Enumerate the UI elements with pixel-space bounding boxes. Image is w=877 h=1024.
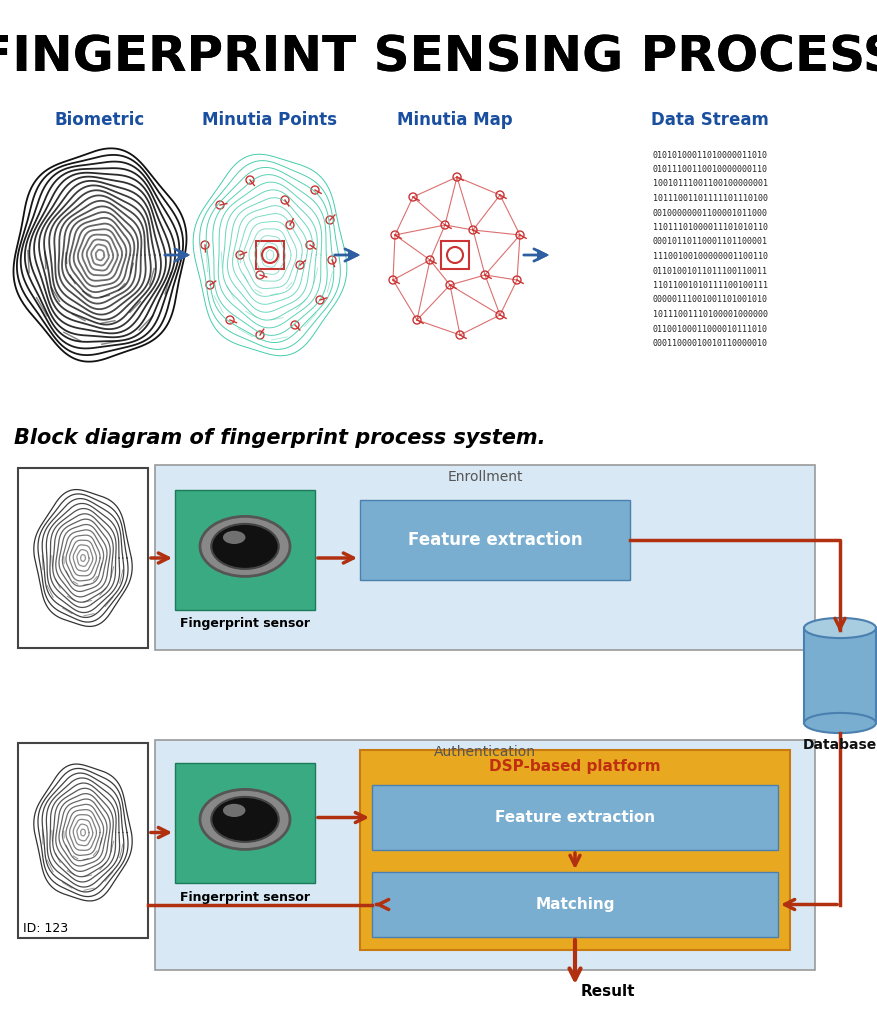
Text: Feature extraction: Feature extraction xyxy=(495,810,655,825)
Text: 00011000010010110000010: 00011000010010110000010 xyxy=(652,339,767,348)
Ellipse shape xyxy=(211,797,279,842)
FancyBboxPatch shape xyxy=(18,468,148,648)
Text: 01101001011011100110011: 01101001011011100110011 xyxy=(652,266,767,275)
FancyBboxPatch shape xyxy=(372,785,778,850)
Text: 01010100011010000011010: 01010100011010000011010 xyxy=(652,151,767,160)
Text: Data Stream: Data Stream xyxy=(651,111,769,129)
Ellipse shape xyxy=(200,790,290,849)
Text: Matching: Matching xyxy=(535,897,615,912)
FancyBboxPatch shape xyxy=(360,750,790,950)
FancyBboxPatch shape xyxy=(360,500,630,580)
Text: DSP-based platform: DSP-based platform xyxy=(489,759,660,773)
Text: Minutia Map: Minutia Map xyxy=(397,111,513,129)
Text: 11011001010111100100111: 11011001010111100100111 xyxy=(652,281,767,290)
Text: 11011101000011101010110: 11011101000011101010110 xyxy=(652,223,767,232)
FancyBboxPatch shape xyxy=(804,628,876,723)
Ellipse shape xyxy=(223,804,246,817)
Ellipse shape xyxy=(200,516,290,577)
Text: Biometric: Biometric xyxy=(55,111,145,129)
Text: Block diagram of fingerprint process system.: Block diagram of fingerprint process sys… xyxy=(14,428,545,449)
Text: 01011100110010000000110: 01011100110010000000110 xyxy=(652,165,767,174)
Text: FINGERPRINT SENSING PROCESS: FINGERPRINT SENSING PROCESS xyxy=(0,34,877,82)
Text: 10111001101111101110100: 10111001101111101110100 xyxy=(652,194,767,203)
Text: Fingerprint sensor: Fingerprint sensor xyxy=(180,617,310,631)
Ellipse shape xyxy=(211,524,279,569)
Text: ID: 123: ID: 123 xyxy=(23,922,68,935)
Text: Minutia Points: Minutia Points xyxy=(203,111,338,129)
FancyBboxPatch shape xyxy=(18,743,148,938)
Ellipse shape xyxy=(804,617,876,638)
FancyBboxPatch shape xyxy=(155,740,815,970)
Text: 10010111001100100000001: 10010111001100100000001 xyxy=(652,179,767,188)
Text: Result: Result xyxy=(581,983,636,998)
Text: Enrollment: Enrollment xyxy=(447,470,523,484)
Text: Fingerprint sensor: Fingerprint sensor xyxy=(180,891,310,903)
Text: 00100000001100001011000: 00100000001100001011000 xyxy=(652,209,767,217)
FancyBboxPatch shape xyxy=(372,872,778,937)
Text: Authentication: Authentication xyxy=(434,745,536,759)
Text: Database: Database xyxy=(802,738,877,752)
Text: 01100100011000010111010: 01100100011000010111010 xyxy=(652,325,767,334)
FancyBboxPatch shape xyxy=(175,490,315,610)
FancyBboxPatch shape xyxy=(175,763,315,883)
Text: 00010110110001101100001: 00010110110001101100001 xyxy=(652,238,767,247)
Ellipse shape xyxy=(804,713,876,733)
Text: 10111001110100001000000: 10111001110100001000000 xyxy=(652,310,767,319)
Ellipse shape xyxy=(223,530,246,544)
FancyBboxPatch shape xyxy=(155,465,815,650)
Text: 00000111001001101001010: 00000111001001101001010 xyxy=(652,296,767,304)
Text: FINGERPRINT SENSING PROCESS: FINGERPRINT SENSING PROCESS xyxy=(0,34,877,82)
Text: 11100100100000001100110: 11100100100000001100110 xyxy=(652,252,767,261)
Text: Feature extraction: Feature extraction xyxy=(408,531,582,549)
